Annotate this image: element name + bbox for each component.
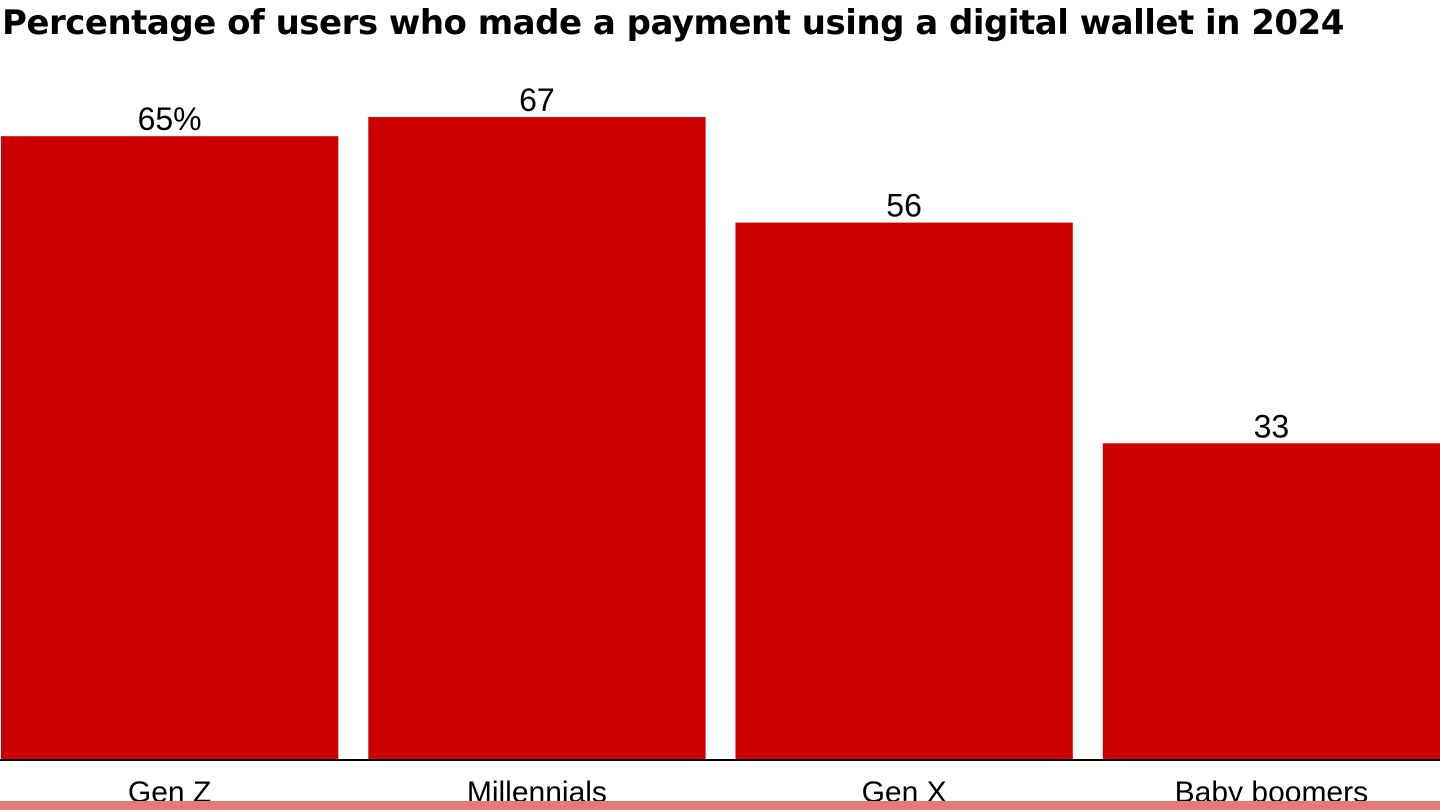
data-label-gen-x: 56: [886, 188, 922, 224]
data-labels-layer: 65% 67 56 33: [138, 82, 1290, 444]
bar-baby-boomers: [1102, 443, 1440, 760]
bars-layer: [1, 117, 1440, 761]
bar-millennials: [368, 117, 706, 760]
data-label-baby-boomers: 33: [1254, 408, 1290, 444]
footer-strip: [0, 801, 1440, 810]
data-label-millennials: 67: [519, 82, 555, 118]
bar-gen-x: [735, 222, 1073, 761]
data-label-gen-z: 65%: [138, 101, 202, 137]
bar-gen-z: [1, 136, 339, 760]
chart-title: Percentage of users who made a payment u…: [2, 3, 1344, 43]
